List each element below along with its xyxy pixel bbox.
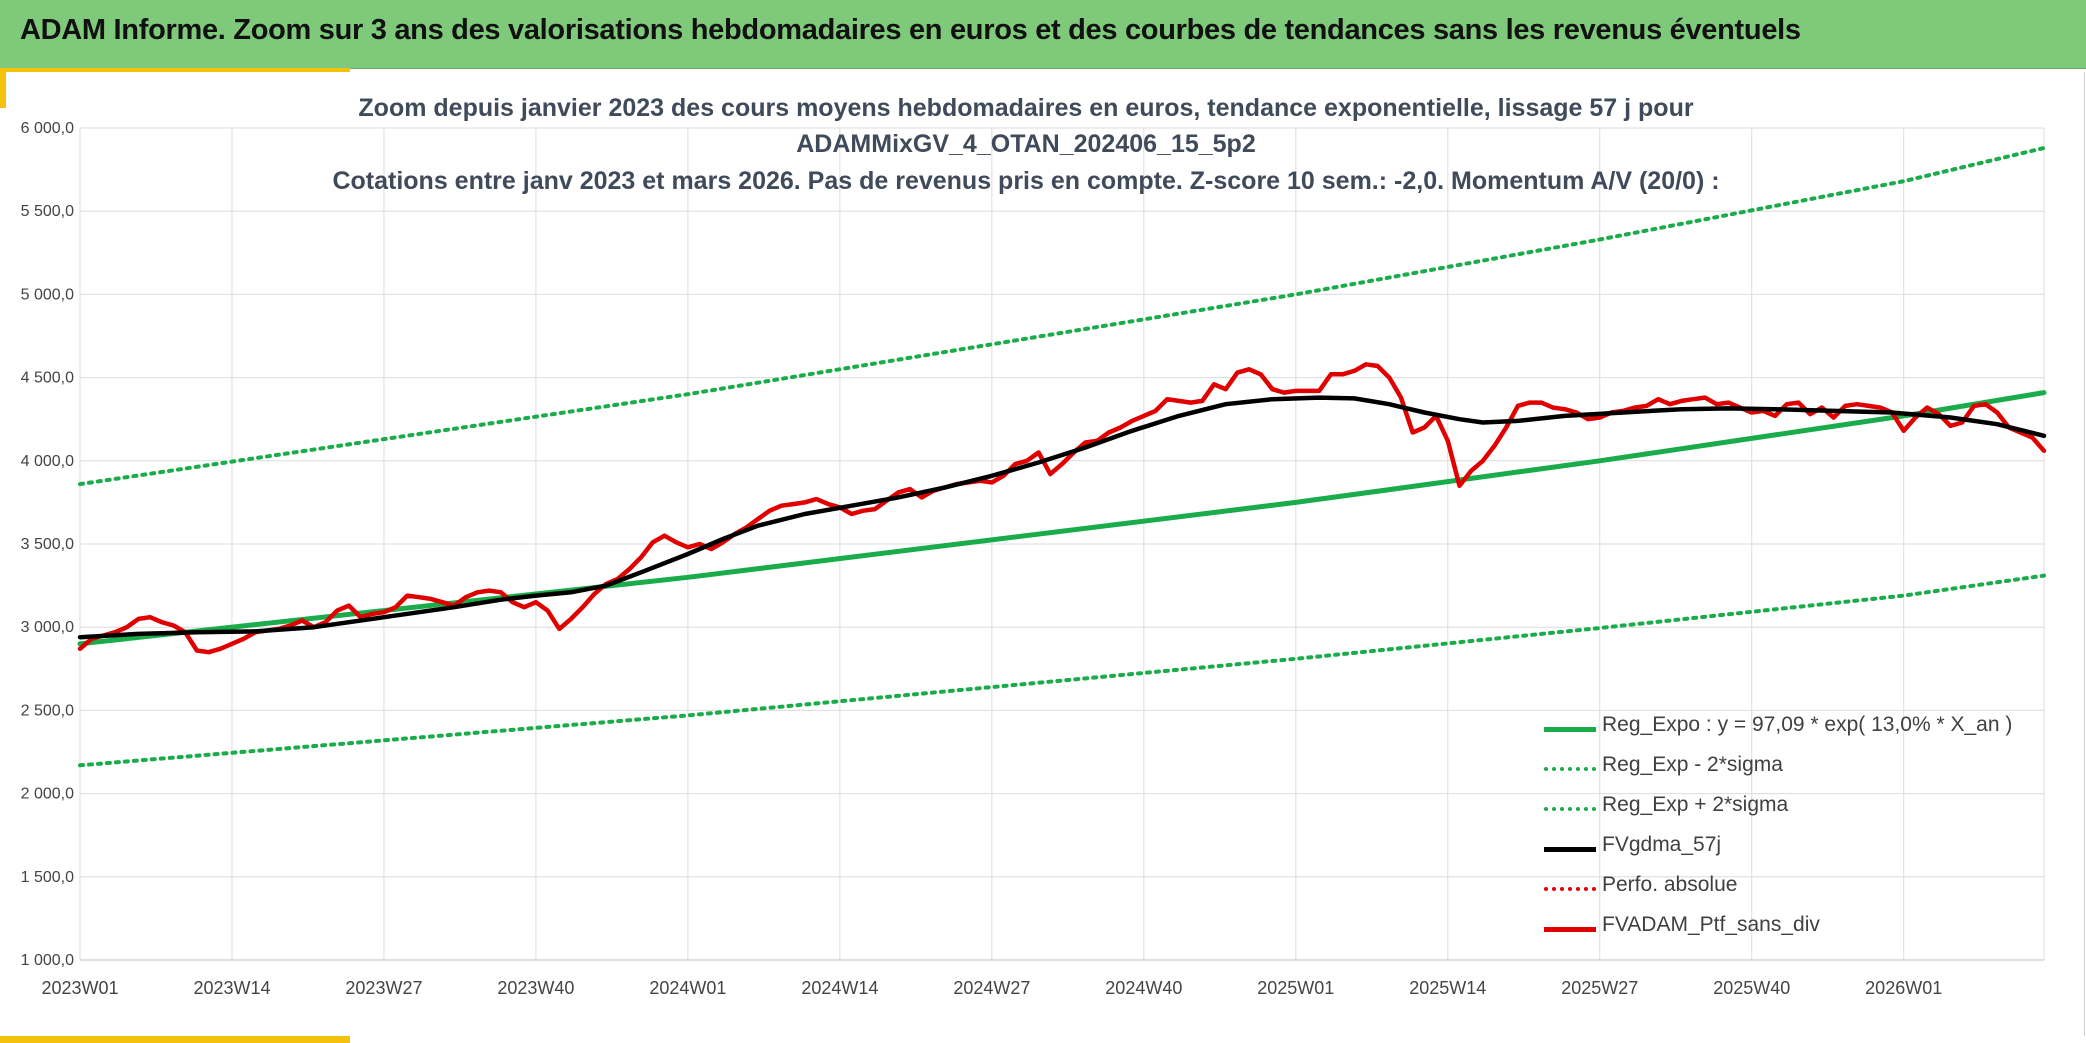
y-tick-label: 5 000,0 <box>21 286 74 303</box>
y-tick-label: 3 500,0 <box>21 536 74 553</box>
chart-svg: 1 000,0 1 500,0 2 000,0 2 500,0 3 000,0 3 500… <box>21 120 2047 998</box>
legend-swatch-portfolio <box>1544 927 1596 932</box>
legend-item-portfolio: FVADAM_Ptf_sans_div <box>1544 908 2064 948</box>
x-tick-label: 2024W40 <box>1105 978 1182 998</box>
y-tick-label: 1 500,0 <box>21 869 74 886</box>
legend-swatch-reg-expo <box>1544 727 1596 732</box>
y-tick-label: 2 000,0 <box>21 786 74 803</box>
chart-title-line-3: Cotations entre janv 2023 et mars 2026. … <box>332 167 1720 195</box>
y-tick-label: 6 000,0 <box>21 120 74 137</box>
chart-title-line-2: ADAMMixGV_4_OTAN_202406_15_5p2 <box>796 130 1256 158</box>
x-tick-label: 2023W01 <box>41 978 118 998</box>
x-tick-label: 2024W27 <box>953 978 1030 998</box>
legend-label: FVgdma_57j <box>1602 833 1722 856</box>
series-line-reg-expo-y-97-09-exp-13-0-x-an <box>77 390 2047 647</box>
y-axis-ticks: 1 000,0 1 500,0 2 000,0 2 500,0 3 000,0 3 500… <box>21 120 74 969</box>
chart-title-line-1: Zoom depuis janvier 2023 des cours moyen… <box>358 94 1694 122</box>
x-tick-label: 2025W40 <box>1713 978 1790 998</box>
header-banner: ADAM Informe. Zoom sur 3 ans des valoris… <box>0 0 2086 69</box>
legend-swatch-fvgdma <box>1544 847 1596 852</box>
legend-item-reg-exp-minus: Reg_Exp - 2*sigma <box>1544 748 2064 788</box>
x-tick-label: 2024W01 <box>649 978 726 998</box>
legend-item-reg-exp-plus: Reg_Exp + 2*sigma <box>1544 788 2064 828</box>
x-tick-label: 2025W14 <box>1409 978 1486 998</box>
accent-bar-left <box>0 68 6 108</box>
chart-area: 1 000,0 1 500,0 2 000,0 2 500,0 3 000,0 3 500… <box>6 72 2085 1036</box>
accent-bar-bottom <box>0 1036 350 1043</box>
y-tick-label: 2 500,0 <box>21 702 74 719</box>
legend-label: FVADAM_Ptf_sans_div <box>1602 913 1820 936</box>
chart-legend: Reg_Expo : y = 97,09 * exp( 13,0% * X_an… <box>1544 708 2064 948</box>
x-tick-label: 2023W14 <box>193 978 270 998</box>
legend-item-perfo: Perfo. absolue <box>1544 868 2064 908</box>
legend-label: Perfo. absolue <box>1602 873 1738 896</box>
y-tick-label: 1 000,0 <box>21 952 74 969</box>
x-tick-label: 2025W27 <box>1561 978 1638 998</box>
x-tick-label: 2023W40 <box>497 978 574 998</box>
series-line-reg-exp-2-sigma <box>78 146 2046 487</box>
x-tick-label: 2023W27 <box>345 978 422 998</box>
accent-bar-top <box>0 68 350 72</box>
legend-item-reg-expo: Reg_Expo : y = 97,09 * exp( 13,0% * X_an… <box>1544 708 2064 748</box>
y-tick-label: 4 500,0 <box>21 370 74 387</box>
legend-swatch-reg-exp-minus <box>1544 767 1596 771</box>
legend-item-fvgdma: FVgdma_57j <box>1544 828 2064 868</box>
series-line-fvgdma-57j <box>77 395 2047 640</box>
x-tick-label: 2024W14 <box>801 978 878 998</box>
series-line-reg-exp-2-sigma <box>78 573 2046 768</box>
y-tick-label: 5 500,0 <box>21 203 74 220</box>
legend-label: Reg_Exp - 2*sigma <box>1602 753 1783 776</box>
series-lines <box>77 146 2047 768</box>
y-tick-label: 3 000,0 <box>21 619 74 636</box>
legend-swatch-perfo <box>1544 887 1596 891</box>
legend-label: Reg_Exp + 2*sigma <box>1602 793 1789 816</box>
x-tick-label: 2025W01 <box>1257 978 1334 998</box>
legend-swatch-reg-exp-plus <box>1544 807 1596 811</box>
x-tick-label: 2026W01 <box>1865 978 1942 998</box>
gridlines <box>79 127 2045 961</box>
y-tick-label: 4 000,0 <box>21 453 74 470</box>
series-line-fvadam-ptf-sans-div <box>77 362 2047 655</box>
x-axis-ticks: 2023W01 2023W14 2023W27 2023W40 2024W01 2024W… <box>41 978 1942 998</box>
legend-label: Reg_Expo : y = 97,09 * exp( 13,0% * X_an… <box>1602 713 2013 736</box>
page-title: ADAM Informe. Zoom sur 3 ans des valoris… <box>20 14 1801 46</box>
